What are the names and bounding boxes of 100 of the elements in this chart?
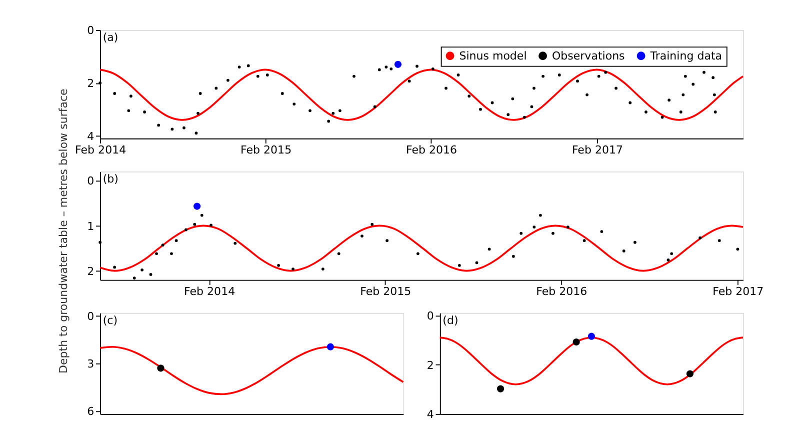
y-tick-label: 3 <box>87 358 94 371</box>
point <box>444 86 448 90</box>
point <box>475 261 478 264</box>
point <box>408 80 411 83</box>
point <box>370 222 374 226</box>
point <box>552 232 554 235</box>
line-series <box>99 68 744 121</box>
point <box>196 112 200 115</box>
point <box>308 109 312 112</box>
point <box>292 102 296 106</box>
line-series <box>99 224 744 272</box>
point <box>394 60 402 68</box>
point <box>360 234 364 238</box>
point <box>490 101 494 104</box>
point <box>511 97 514 100</box>
legend-label: Observations <box>552 50 626 62</box>
point <box>193 222 196 226</box>
x-tick-label: Feb 2015 <box>240 144 292 157</box>
point <box>149 272 152 276</box>
point <box>113 266 116 269</box>
point <box>113 92 116 95</box>
point <box>530 105 534 108</box>
point <box>214 86 218 90</box>
point <box>200 214 204 217</box>
point <box>712 76 715 80</box>
point <box>542 74 545 78</box>
point <box>714 110 717 114</box>
point <box>140 268 144 272</box>
y-tick-label: 0 <box>87 310 94 324</box>
y-tick-label: 4 <box>87 130 94 143</box>
point <box>338 109 342 112</box>
point <box>182 126 186 130</box>
point <box>416 252 420 256</box>
point <box>170 128 174 131</box>
point <box>352 74 356 78</box>
point <box>337 252 340 256</box>
point <box>332 112 335 115</box>
x-tick-label: Feb 2016 <box>536 285 588 298</box>
x-tick-label: Feb 2016 <box>406 144 458 157</box>
point <box>157 124 160 127</box>
point <box>129 94 132 98</box>
point <box>597 74 600 78</box>
point <box>468 94 471 98</box>
point <box>384 66 388 69</box>
point <box>588 332 596 340</box>
y-tick-label: 0 <box>426 310 434 323</box>
point <box>684 74 687 78</box>
point <box>488 248 491 251</box>
point <box>634 240 636 244</box>
point <box>280 92 284 95</box>
point <box>174 239 178 242</box>
point <box>558 74 561 76</box>
y-tick-label: 2 <box>87 264 94 278</box>
point <box>210 224 212 227</box>
legend-label: Sinus model <box>459 50 527 62</box>
point <box>572 338 580 346</box>
point <box>292 268 294 270</box>
point <box>670 252 674 256</box>
point <box>582 239 586 242</box>
point <box>132 276 136 280</box>
point <box>234 242 237 245</box>
point <box>718 239 721 242</box>
point <box>586 93 588 96</box>
point <box>566 226 570 228</box>
point <box>155 252 158 256</box>
point <box>266 74 269 76</box>
point <box>373 105 376 108</box>
point <box>686 370 694 378</box>
point <box>431 67 434 70</box>
point <box>644 110 648 114</box>
x-tick-label: Feb 2017 <box>572 144 623 157</box>
point <box>378 68 381 72</box>
point <box>532 86 536 90</box>
y-tick-label: 1 <box>87 220 94 233</box>
point <box>143 110 146 114</box>
annotation: (d) <box>442 314 458 327</box>
y-tick-label: 4 <box>426 408 434 422</box>
y-tick-label: 0 <box>87 174 94 188</box>
point <box>456 74 460 76</box>
point <box>194 132 198 135</box>
point <box>628 101 632 104</box>
x-tick-label: Feb 2015 <box>360 285 412 298</box>
point <box>170 252 173 256</box>
y-tick-label: 6 <box>87 404 94 418</box>
point <box>712 93 716 96</box>
point <box>702 70 706 74</box>
point <box>198 92 202 95</box>
point <box>736 248 740 251</box>
point <box>692 82 695 86</box>
point <box>698 236 702 240</box>
point <box>127 109 130 112</box>
x-tick-label: Feb 2014 <box>75 144 126 157</box>
point <box>523 116 526 119</box>
x-tick-label: Feb 2017 <box>712 285 764 298</box>
point <box>668 98 671 102</box>
point <box>660 116 664 119</box>
point <box>327 120 330 123</box>
point <box>520 232 523 235</box>
point <box>679 110 682 114</box>
point <box>256 74 260 78</box>
